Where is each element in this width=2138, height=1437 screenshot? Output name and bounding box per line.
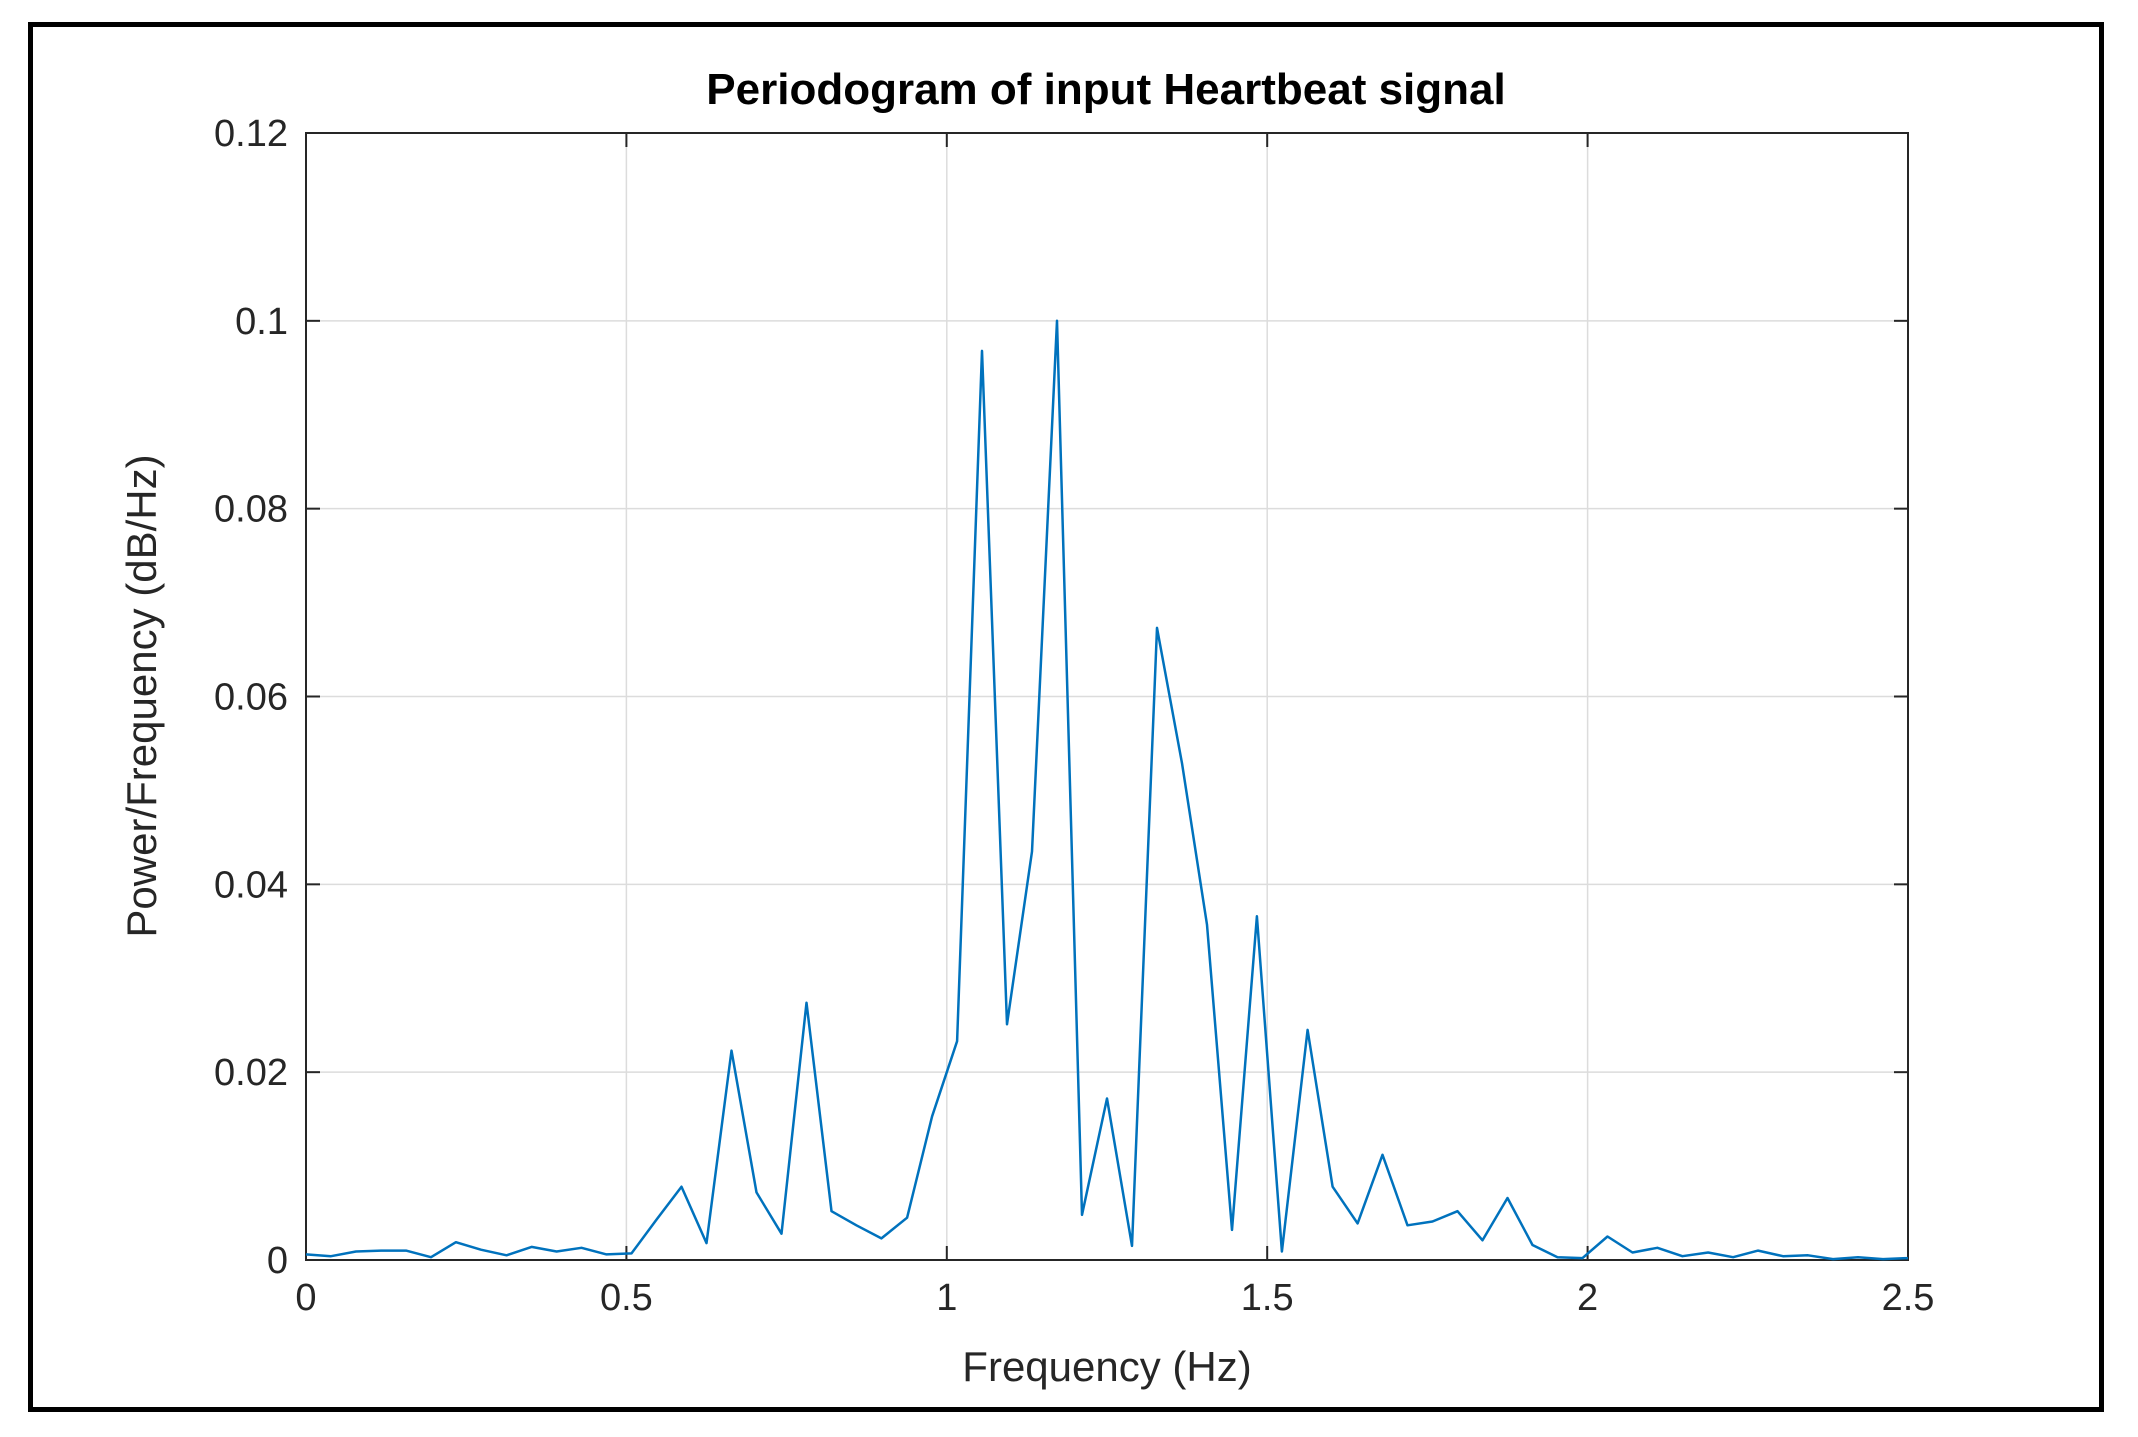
figure-frame (28, 22, 2104, 1412)
x-axis-title: Frequency (Hz) (962, 1343, 1251, 1390)
periodogram-series-line (305, 319, 1909, 1261)
x-tick-label: 1 (936, 1277, 957, 1319)
x-tick-label: 0 (295, 1277, 316, 1319)
y-tick-label: 0.1 (235, 301, 288, 343)
grid-lines (306, 133, 1908, 1260)
chart-title: Periodogram of input Heartbeat signal (706, 65, 1505, 114)
x-tick-label: 1.5 (1241, 1277, 1294, 1319)
y-tick-label: 0.08 (214, 489, 288, 531)
y-tick-label: 0 (267, 1240, 288, 1282)
y-axis-tick-labels: 0 0.02 0.04 0.06 0.08 0.1 0.12 (214, 113, 288, 1282)
x-tick-label: 2.5 (1882, 1277, 1935, 1319)
x-axis-tick-labels: 0 0.5 1 1.5 2 2.5 (295, 1277, 1934, 1319)
y-axis-title: Power/Frequency (dB/Hz) (118, 454, 165, 937)
y-tick-label: 0.02 (214, 1052, 288, 1094)
x-tick-label: 0.5 (600, 1277, 653, 1319)
y-tick-label: 0.06 (214, 677, 288, 719)
y-tick-label: 0.12 (214, 113, 288, 155)
x-tick-label: 2 (1577, 1277, 1598, 1319)
axis-ticks (305, 132, 1909, 1261)
y-tick-label: 0.04 (214, 864, 288, 906)
